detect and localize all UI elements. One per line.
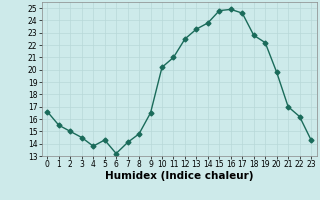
X-axis label: Humidex (Indice chaleur): Humidex (Indice chaleur): [105, 171, 253, 181]
